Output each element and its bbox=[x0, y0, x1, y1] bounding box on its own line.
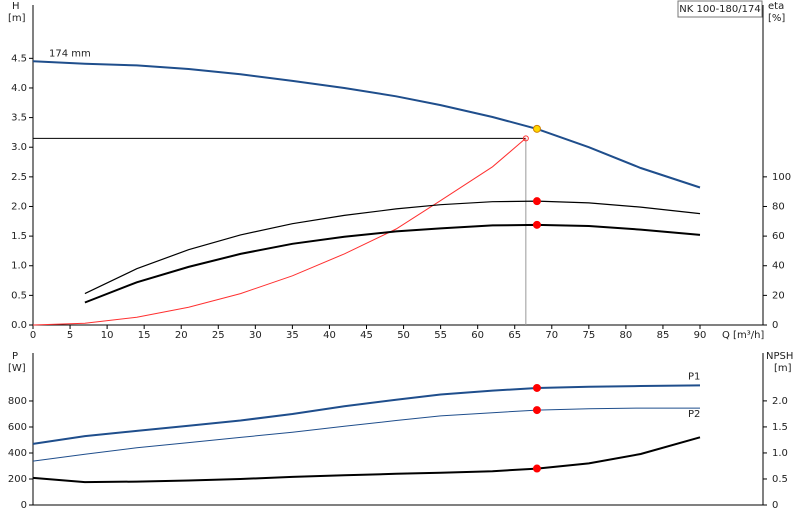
y2-tick-label: 20 bbox=[772, 290, 785, 301]
y2-label: eta bbox=[768, 1, 784, 12]
point-marker bbox=[532, 124, 541, 133]
y2-tick-label: 2.0 bbox=[772, 396, 788, 407]
x-tick-label: 35 bbox=[286, 330, 299, 341]
point-marker bbox=[532, 464, 541, 473]
x-tick-label: 75 bbox=[582, 330, 595, 341]
y-tick-label: 600 bbox=[8, 422, 27, 433]
x-tick-label: 85 bbox=[657, 330, 670, 341]
series-line bbox=[32, 137, 527, 326]
y-tick-label: 2.0 bbox=[11, 201, 27, 212]
x-tick-label: 10 bbox=[101, 330, 114, 341]
y-tick-label: 2.5 bbox=[11, 172, 27, 183]
y-tick-label: 1.0 bbox=[11, 261, 27, 272]
series-line bbox=[84, 200, 701, 295]
y2-tick-label: 100 bbox=[772, 172, 791, 183]
title-box bbox=[677, 0, 763, 18]
y-tick-label: 0.5 bbox=[11, 290, 27, 301]
y2-tick-label: 60 bbox=[772, 231, 785, 242]
y-tick-label: 3.5 bbox=[11, 113, 27, 124]
y2-label: NPSH bbox=[766, 351, 793, 362]
point-marker bbox=[532, 197, 541, 206]
x-tick-label: 65 bbox=[508, 330, 521, 341]
y2-tick-label: 1.5 bbox=[772, 422, 788, 433]
x-tick-label: 0 bbox=[30, 330, 36, 341]
y2-label: [m] bbox=[774, 363, 792, 374]
y-tick-label: 0 bbox=[21, 500, 27, 511]
y-tick-label: 4.5 bbox=[11, 53, 27, 64]
x-tick-label: 60 bbox=[471, 330, 484, 341]
x-tick-label: 45 bbox=[360, 330, 373, 341]
y2-tick-label: 40 bbox=[772, 261, 785, 272]
x-tick-label: 30 bbox=[249, 330, 262, 341]
y-label: H bbox=[12, 1, 20, 12]
point-marker bbox=[532, 220, 541, 229]
series-line bbox=[32, 60, 701, 189]
y-tick-label: 3.0 bbox=[11, 142, 27, 153]
point-marker bbox=[532, 383, 541, 392]
point-marker bbox=[522, 135, 529, 142]
point-marker bbox=[532, 406, 541, 415]
x-tick-label: 5 bbox=[67, 330, 73, 341]
y-label: [m] bbox=[8, 13, 26, 24]
x-label: Q [m³/h] bbox=[722, 330, 764, 341]
y2-label: [%] bbox=[768, 13, 785, 24]
x-tick-label: 25 bbox=[212, 330, 225, 341]
series-label: P1 bbox=[688, 371, 700, 382]
y2-tick-label: 0.5 bbox=[772, 474, 788, 485]
x-tick-label: 55 bbox=[434, 330, 447, 341]
x-tick-label: 40 bbox=[323, 330, 336, 341]
series-label: P2 bbox=[688, 409, 700, 420]
x-tick-label: 20 bbox=[175, 330, 188, 341]
y2-tick-label: 0 bbox=[772, 320, 778, 331]
series-line bbox=[32, 384, 701, 445]
y2-tick-label: 80 bbox=[772, 201, 785, 212]
series-line bbox=[32, 436, 701, 484]
y-tick-label: 0.0 bbox=[11, 320, 27, 331]
series-line bbox=[32, 407, 700, 462]
y-tick-label: 800 bbox=[8, 396, 27, 407]
y-tick-label: 400 bbox=[8, 448, 27, 459]
y-tick-label: 200 bbox=[8, 474, 27, 485]
y2-tick-label: 1.0 bbox=[772, 448, 788, 459]
y-label: [W] bbox=[8, 363, 26, 374]
chart-title: NK 100-180/174 bbox=[679, 4, 760, 15]
series-label: 174 mm bbox=[49, 48, 91, 59]
x-tick-label: 90 bbox=[694, 330, 707, 341]
x-tick-label: 50 bbox=[397, 330, 410, 341]
y2-tick-label: 0 bbox=[772, 500, 778, 511]
y-label: P bbox=[12, 351, 18, 362]
x-tick-label: 15 bbox=[138, 330, 151, 341]
series-line bbox=[84, 223, 701, 304]
y-tick-label: 4.0 bbox=[11, 83, 27, 94]
y-tick-label: 1.5 bbox=[11, 231, 27, 242]
x-tick-label: 80 bbox=[620, 330, 633, 341]
x-tick-label: 70 bbox=[545, 330, 558, 341]
